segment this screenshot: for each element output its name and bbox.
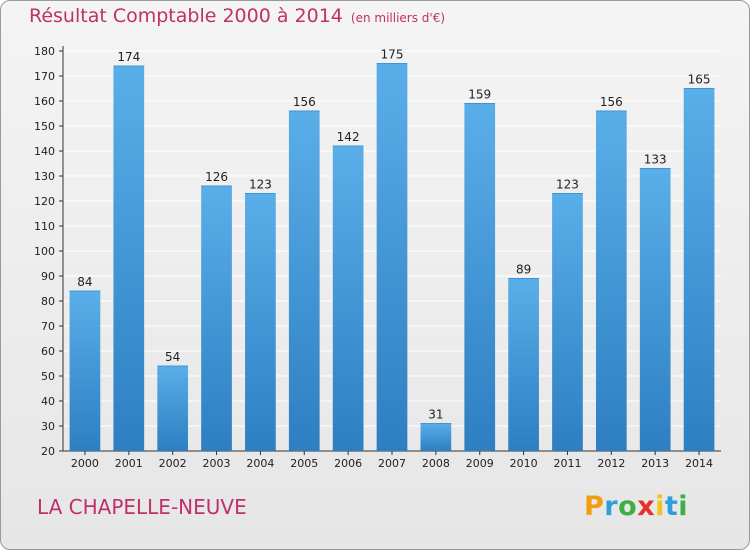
- y-tick-label: 140: [34, 145, 55, 158]
- bar-value-label: 126: [205, 170, 228, 184]
- bar-value-label: 54: [165, 350, 180, 364]
- bar-value-label: 142: [337, 130, 360, 144]
- bar: [595, 111, 627, 451]
- y-tick-label: 120: [34, 195, 55, 208]
- logo-letter: r: [604, 491, 619, 522]
- bar: [157, 366, 189, 451]
- y-tick-label: 170: [34, 70, 55, 83]
- x-tick-label: 2005: [290, 457, 318, 470]
- x-tick-label: 2011: [553, 457, 581, 470]
- x-tick-label: 2002: [159, 457, 187, 470]
- y-tick-label: 90: [41, 270, 55, 283]
- x-tick-label: 2003: [203, 457, 231, 470]
- bar: [245, 193, 276, 451]
- chart-title-unit: (en milliers d'€): [350, 11, 446, 25]
- x-tick-label: 2012: [597, 457, 625, 470]
- chart-title-main: Résultat Comptable 2000 à 2014: [29, 5, 343, 27]
- bar-value-label: 165: [688, 73, 711, 87]
- logo-letter: o: [618, 491, 638, 522]
- x-tick-label: 2014: [685, 457, 713, 470]
- x-tick-label: 2007: [378, 457, 406, 470]
- y-tick-label: 160: [34, 95, 55, 108]
- bar: [639, 168, 671, 451]
- bar-value-label: 123: [249, 178, 272, 192]
- bar: [552, 193, 583, 451]
- bar-value-label: 156: [293, 95, 316, 109]
- bar-value-label: 123: [556, 178, 579, 192]
- x-tick-label: 2008: [422, 457, 450, 470]
- logo-letter: t: [664, 491, 679, 522]
- y-tick-label: 80: [41, 295, 55, 308]
- y-tick-label: 130: [34, 170, 55, 183]
- bar-value-label: 89: [516, 263, 531, 277]
- bar: [201, 186, 232, 451]
- y-tick-label: 70: [41, 320, 55, 333]
- commune-name: LA CHAPELLE-NEUVE: [37, 495, 247, 519]
- bar: [69, 291, 101, 451]
- bar-value-label: 84: [77, 275, 92, 289]
- x-tick-label: 2004: [246, 457, 274, 470]
- axes: 20 30 40 50 60 70 80 90 100 110 120 130 140 150 160 170…: [34, 45, 721, 470]
- y-tick-label: 60: [41, 345, 55, 358]
- bars: [69, 63, 715, 451]
- bar: [420, 423, 452, 451]
- bar-value-label: 156: [600, 95, 623, 109]
- x-tick-label: 2001: [115, 457, 143, 470]
- bar-value-label: 133: [644, 153, 667, 167]
- y-tick-label: 180: [34, 45, 55, 58]
- bar: [508, 278, 539, 451]
- logo-letter: i: [678, 491, 689, 522]
- x-tick-label: 2010: [510, 457, 538, 470]
- bar: [332, 146, 364, 451]
- bar: [288, 111, 320, 451]
- labels: 84 174 54 126 123 156 142 175 31 159 89 123 156 133 16…: [77, 48, 710, 422]
- y-tick-label: 110: [34, 220, 55, 233]
- y-tick-label: 40: [41, 395, 55, 408]
- bar: [683, 88, 715, 451]
- chart-title: Résultat Comptable 2000 à 2014 (en millie…: [29, 5, 445, 27]
- x-tick-label: 2013: [641, 457, 669, 470]
- logo-letter: x: [637, 491, 656, 522]
- bar: [113, 66, 145, 451]
- bar-value-label: 159: [468, 88, 491, 102]
- logo-letter: P: [584, 491, 605, 522]
- x-tick-label: 2000: [71, 457, 99, 470]
- bar-value-label: 175: [381, 48, 404, 62]
- y-tick-label: 20: [41, 445, 55, 458]
- y-tick-label: 150: [34, 120, 55, 133]
- x-tick-label: 2009: [466, 457, 494, 470]
- proxiti-logo: Proxiti: [584, 491, 688, 522]
- x-tick-label: 2006: [334, 457, 362, 470]
- bar-value-label: 174: [117, 50, 140, 64]
- y-tick-label: 100: [34, 245, 55, 258]
- logo-letter: i: [655, 491, 665, 522]
- bar-value-label: 31: [428, 408, 443, 422]
- bar: [376, 63, 408, 451]
- y-tick-label: 30: [41, 420, 55, 433]
- bar: [464, 103, 496, 451]
- y-tick-label: 50: [41, 370, 55, 383]
